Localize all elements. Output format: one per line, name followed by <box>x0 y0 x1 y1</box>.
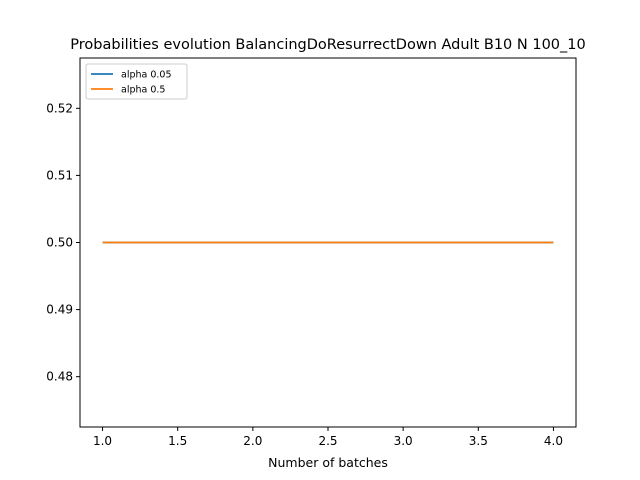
x-tick-label: 3.5 <box>469 434 488 448</box>
x-tick-label: 2.0 <box>243 434 262 448</box>
legend-label-1: alpha 0.05 <box>121 70 172 81</box>
x-axis-ticks: 1.0 1.5 2.0 2.5 3.0 3.5 4.0 <box>93 427 563 448</box>
y-tick-label: 0.51 <box>46 168 73 182</box>
x-tick-label: 1.0 <box>93 434 112 448</box>
x-tick-label: 4.0 <box>544 434 563 448</box>
y-tick-label: 0.48 <box>46 370 73 384</box>
x-tick-label: 3.0 <box>394 434 413 448</box>
x-tick-label: 2.5 <box>318 434 337 448</box>
y-axis-ticks: 0.48 0.49 0.50 0.51 0.52 <box>46 101 80 384</box>
x-axis-label: Number of batches <box>268 455 388 470</box>
legend: alpha 0.05 alpha 0.5 <box>85 63 188 100</box>
y-tick-label: 0.50 <box>46 236 73 250</box>
y-tick-label: 0.52 <box>46 101 73 115</box>
legend-box <box>85 63 188 100</box>
chart-title: Probabilities evolution BalancingDoResur… <box>70 37 585 53</box>
y-tick-label: 0.49 <box>46 303 73 317</box>
x-tick-label: 1.5 <box>168 434 187 448</box>
legend-label-2: alpha 0.5 <box>121 85 165 96</box>
